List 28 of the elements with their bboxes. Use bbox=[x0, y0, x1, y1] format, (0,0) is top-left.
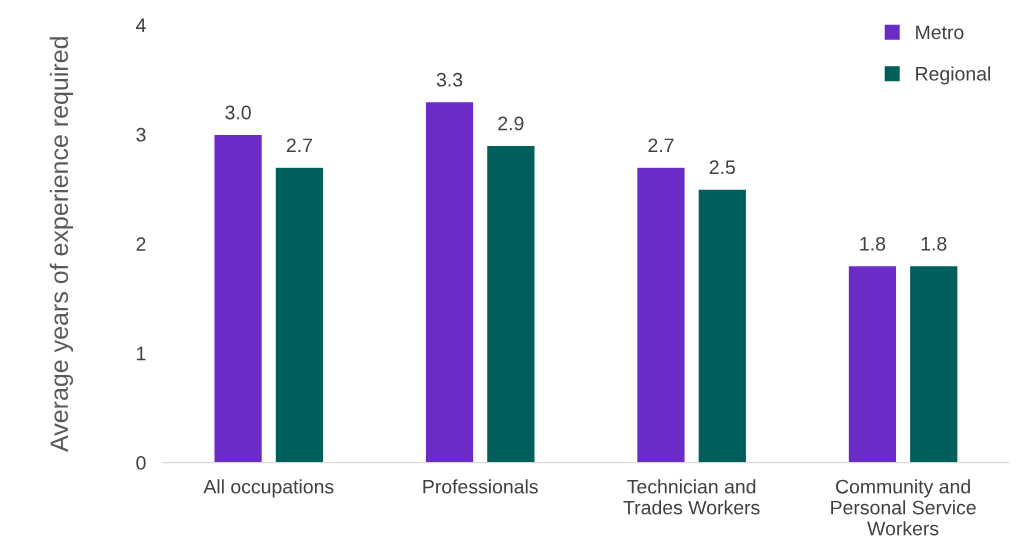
bar bbox=[908, 264, 959, 463]
x-tick-label: All occupations bbox=[203, 479, 334, 498]
x-tick-label: Technician and Trades Workers bbox=[623, 479, 760, 515]
bar bbox=[697, 188, 748, 463]
data-label: 2.9 bbox=[498, 116, 524, 131]
data-label: 2.7 bbox=[286, 138, 312, 153]
x-tick-label: Professionals bbox=[423, 479, 538, 494]
y-axis-title: Average years of experience required bbox=[49, 37, 74, 452]
legend-label: Metro bbox=[916, 25, 964, 40]
data-label: 2.7 bbox=[648, 138, 674, 153]
data-label: 2.5 bbox=[709, 160, 736, 175]
data-label: 3.3 bbox=[436, 72, 463, 87]
data-label: 1.8 bbox=[860, 236, 886, 251]
legend-label: Regional bbox=[916, 66, 991, 85]
bar bbox=[847, 264, 898, 463]
bar bbox=[213, 133, 264, 463]
y-tick-label: 1 bbox=[137, 346, 146, 361]
bar bbox=[485, 144, 536, 463]
y-tick-label: 4 bbox=[136, 18, 146, 32]
data-label: 3.0 bbox=[225, 105, 251, 120]
bar bbox=[635, 166, 686, 463]
y-tick-label: 2 bbox=[136, 237, 146, 251]
bar bbox=[424, 100, 475, 463]
y-tick-label: 0 bbox=[136, 456, 146, 470]
data-label: 1.8 bbox=[921, 236, 947, 251]
bar bbox=[274, 166, 325, 463]
x-tick-label: Community and Personal Service Workers bbox=[831, 479, 976, 536]
y-tick-label: 3 bbox=[136, 127, 146, 142]
